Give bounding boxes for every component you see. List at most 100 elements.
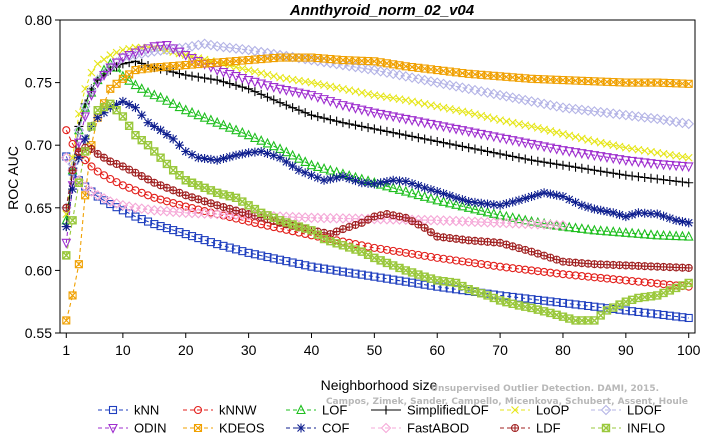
data-point-simplifiedlof xyxy=(269,95,279,105)
data-point-loop xyxy=(131,43,140,52)
data-point-inflo xyxy=(68,216,77,225)
data-point-odin xyxy=(507,136,518,146)
data-point-loop xyxy=(100,55,108,64)
data-point-simplifiedlof xyxy=(501,150,511,160)
data-point-loop xyxy=(427,101,435,110)
data-point-simplifiedlof xyxy=(640,173,650,183)
data-point-loop xyxy=(659,149,668,158)
data-point-odin xyxy=(168,44,179,55)
data-point-knn xyxy=(175,228,184,237)
data-point-ldf-cross xyxy=(69,166,77,174)
data-point-cof xyxy=(162,130,172,140)
data-point-cof xyxy=(112,100,122,110)
data-point-loop xyxy=(653,148,662,157)
data-point-ldf-cross xyxy=(213,201,221,209)
data-point-simplifiedlof xyxy=(187,71,197,81)
data-point-simplifiedlof xyxy=(281,100,291,110)
legend-marker-odin xyxy=(108,423,118,434)
data-point-odin xyxy=(331,99,342,109)
data-point-lof xyxy=(426,192,436,203)
legend-item-cof: COF xyxy=(286,421,350,434)
data-point-lof xyxy=(250,132,260,142)
data-point-knnw xyxy=(382,245,391,254)
data-point-cof xyxy=(294,165,304,175)
data-point-odin xyxy=(444,123,455,134)
data-point-knnw xyxy=(389,246,398,255)
data-point-loop xyxy=(364,89,372,98)
data-point-ldof xyxy=(677,117,688,129)
data-point-knnw xyxy=(590,273,599,282)
data-point-cof xyxy=(602,207,612,217)
watermark-line-1: Unsupervised Outlier Detection. DAMI, 20… xyxy=(431,384,659,394)
data-point-cof xyxy=(325,174,335,184)
data-point-cof xyxy=(533,190,543,200)
data-point-knnw xyxy=(628,276,637,286)
data-point-simplifiedlof xyxy=(332,116,342,126)
data-point-knnw xyxy=(483,260,492,269)
data-point-ldf-cross xyxy=(226,205,234,213)
legend-item-kdeos: KDEOS xyxy=(183,421,265,434)
data-point-cof xyxy=(187,150,197,160)
data-point-ldf-cross xyxy=(540,252,548,260)
data-point-cof xyxy=(275,153,285,163)
data-point-ldof xyxy=(582,105,594,116)
data-point-knn xyxy=(257,251,266,260)
data-point-knn xyxy=(395,276,404,285)
data-point-lof xyxy=(614,226,625,237)
data-point-odin xyxy=(570,148,581,158)
x-tick-label: 10 xyxy=(115,342,131,358)
data-point-ldf-cross xyxy=(219,203,227,211)
data-point-simplifiedlof xyxy=(545,158,555,168)
data-point-knn xyxy=(313,263,322,272)
data-point-lof xyxy=(180,104,191,115)
data-point-knnw xyxy=(602,274,612,283)
data-point-ldf-cross xyxy=(421,224,429,232)
data-point-loop xyxy=(540,125,548,134)
data-point-ldf-cross xyxy=(100,154,108,162)
legend-item-ldof: LDOF xyxy=(591,403,662,418)
legend-item-knnw: kNNW xyxy=(183,403,257,418)
data-point-knn xyxy=(433,282,442,291)
data-point-cof xyxy=(552,190,562,200)
data-point-ldf-cross xyxy=(188,193,196,201)
watermark-line-2: Campos, Zimek, Sander, Campello, Micenko… xyxy=(326,397,688,407)
data-point-knnw xyxy=(521,265,530,274)
data-point-cof xyxy=(181,146,191,156)
data-point-simplifiedlof xyxy=(633,172,643,182)
data-point-knn xyxy=(640,308,649,317)
data-point-ldof xyxy=(400,71,412,82)
data-point-odin xyxy=(639,158,650,169)
data-point-cof xyxy=(225,152,235,162)
data-point-fastabod xyxy=(86,186,97,197)
data-point-simplifiedlof xyxy=(401,130,411,140)
data-point-inflo xyxy=(684,278,693,288)
data-point-ldof xyxy=(563,103,575,114)
data-point-simplifiedlof xyxy=(193,72,203,82)
data-point-cof xyxy=(218,154,228,164)
data-point-fastabod xyxy=(61,152,72,163)
data-point-ldof xyxy=(601,107,613,119)
data-point-odin xyxy=(620,156,631,166)
legend-item-simplifiedlof: SimplifiedLOF xyxy=(371,403,489,418)
data-point-knn xyxy=(137,215,146,224)
data-point-lof xyxy=(608,226,619,236)
data-point-loop xyxy=(559,130,567,138)
data-point-lof xyxy=(136,83,147,93)
data-point-loop xyxy=(282,74,291,83)
y-tick-label: 0.55 xyxy=(25,325,52,341)
data-point-simplifiedlof xyxy=(659,175,669,185)
data-point-lof xyxy=(243,129,254,140)
data-point-loop xyxy=(420,99,429,108)
data-point-knn xyxy=(213,240,222,249)
data-point-knn xyxy=(156,222,165,231)
data-point-cof xyxy=(281,157,291,167)
data-point-knnw xyxy=(577,271,586,281)
data-point-odin xyxy=(683,162,694,173)
data-point-knnw xyxy=(458,257,467,266)
data-point-simplifiedlof xyxy=(350,120,360,130)
data-point-odin xyxy=(250,77,260,88)
series-markers-kdeos xyxy=(62,53,693,325)
data-point-cof xyxy=(583,202,593,212)
data-point-knnw xyxy=(433,253,442,262)
data-point-odin xyxy=(130,48,141,59)
